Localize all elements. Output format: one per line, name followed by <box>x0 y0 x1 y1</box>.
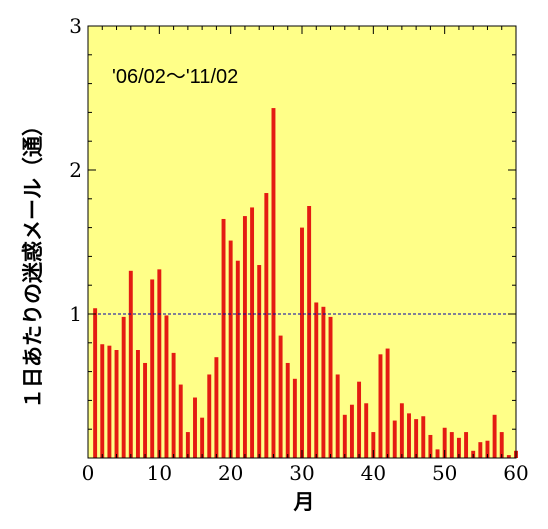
bar <box>421 416 426 458</box>
bar <box>335 374 340 458</box>
bar <box>456 437 461 458</box>
bar <box>135 350 140 458</box>
bar <box>257 265 262 458</box>
bar <box>328 316 333 458</box>
x-tick-label: 50 <box>432 461 457 485</box>
bar <box>435 449 440 458</box>
bar <box>121 316 126 458</box>
bar <box>185 432 190 458</box>
bar <box>342 414 347 458</box>
bar <box>392 420 397 458</box>
bar <box>414 419 419 458</box>
bar <box>349 404 354 458</box>
bar <box>506 455 511 458</box>
bar <box>178 384 183 458</box>
x-axis-label: 月 <box>293 490 315 514</box>
x-tick-label: 0 <box>82 461 95 485</box>
x-tick-label: 60 <box>503 461 528 485</box>
bar <box>171 352 176 458</box>
bar <box>399 403 404 458</box>
bar <box>114 350 119 458</box>
x-ticks-group: 0 10 20 30 40 50 60 <box>82 26 529 485</box>
bar <box>292 378 297 458</box>
bar <box>235 260 240 458</box>
bar <box>221 218 226 458</box>
bar <box>449 432 454 458</box>
bar <box>364 403 369 458</box>
bar <box>314 302 319 458</box>
y-axis-label: １日あたりの迷惑メール（通） <box>21 115 45 409</box>
bar <box>378 354 383 458</box>
bar <box>300 227 304 458</box>
bar <box>442 427 447 458</box>
bar <box>93 308 98 458</box>
bar <box>250 207 255 458</box>
bar <box>214 357 219 458</box>
x-tick-label: 10 <box>147 461 172 485</box>
bar <box>499 432 504 458</box>
x-tick-label: 20 <box>218 461 243 485</box>
y-tick-label: 3 <box>69 14 82 38</box>
bar <box>242 216 247 458</box>
bar <box>157 269 162 458</box>
bar <box>321 306 326 458</box>
bar <box>371 432 376 458</box>
x-tick-label: 30 <box>289 461 314 485</box>
bar <box>485 440 490 458</box>
bar <box>143 362 148 458</box>
bar <box>264 193 269 459</box>
bar <box>207 374 212 458</box>
bar <box>492 414 497 458</box>
y-ticks-group: 1 2 3 <box>69 14 516 459</box>
bar <box>228 240 233 458</box>
x-tick-label: 40 <box>361 461 386 485</box>
bar <box>278 335 283 458</box>
bar <box>464 432 469 458</box>
bar <box>150 279 155 458</box>
date-range-annotation: '06/02～'11/02 <box>112 66 238 88</box>
bar <box>128 270 133 458</box>
bar <box>100 344 105 458</box>
bar <box>478 442 483 458</box>
bar <box>164 315 169 458</box>
bar <box>107 345 112 458</box>
y-tick-label: 1 <box>69 302 82 326</box>
bar <box>428 434 433 458</box>
bars-group <box>93 108 518 459</box>
y-tick-label: 2 <box>69 158 82 182</box>
bar <box>357 381 362 458</box>
bar <box>193 397 197 458</box>
bar <box>285 362 290 458</box>
bar <box>200 417 205 458</box>
bar <box>307 206 312 458</box>
bar <box>407 413 411 458</box>
bar <box>271 108 276 458</box>
bar <box>385 348 390 458</box>
